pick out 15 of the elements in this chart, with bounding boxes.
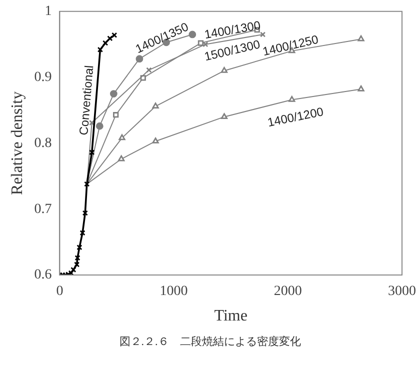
y-tick-label: 0.9 xyxy=(34,70,52,85)
y-tick-label: 0.8 xyxy=(34,136,52,151)
y-tick-label: 0.7 xyxy=(34,202,52,217)
text: 1400/1250 xyxy=(261,32,320,59)
x-tick-label: 3000 xyxy=(388,284,416,300)
x-tick-label: 2000 xyxy=(274,284,302,300)
text: Conventional xyxy=(76,64,96,136)
x-tick-label: 0 xyxy=(56,284,64,300)
text: 1400/1200 xyxy=(266,104,325,130)
y-tick-label: 0.6 xyxy=(34,268,52,283)
y-axis-title: Relative density xyxy=(8,91,26,195)
x-tick-label: 1000 xyxy=(160,284,188,300)
y-tick-label: 1 xyxy=(44,4,52,20)
x-axis-title: Time xyxy=(214,308,248,325)
caption: 図２.２.６ 二段焼結による密度変化 xyxy=(118,334,302,349)
